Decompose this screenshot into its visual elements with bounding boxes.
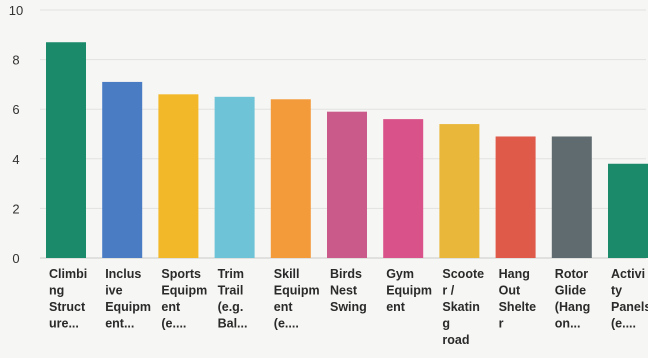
y-tick-label: 4 — [12, 152, 19, 167]
x-category-label-line: Gym — [386, 267, 414, 281]
y-tick-label: 0 — [12, 251, 19, 266]
x-category-label-line: Glide — [555, 284, 586, 298]
x-category-label-line: Sports — [161, 267, 201, 281]
x-category-label-line: (e.... — [274, 317, 299, 331]
x-category-label-line: ive — [105, 284, 122, 298]
x-category-label-line: Swing — [330, 300, 367, 314]
x-category-label-line: ent — [161, 300, 181, 314]
bar — [102, 81, 143, 258]
x-category-label-line: ent — [386, 300, 406, 314]
x-category-label-line: Out — [499, 284, 521, 298]
x-category-label-line: Bal... — [218, 317, 248, 331]
x-category-label-line: road — [442, 333, 469, 347]
x-category-label: Rotor Glide (Hang on... — [555, 267, 590, 331]
bar — [551, 136, 592, 258]
x-category-label: Gym Equipm ent — [386, 267, 432, 314]
x-category-label: Trim Trail (e.g. Bal... — [218, 267, 248, 331]
x-category-label-line: (e.... — [161, 317, 186, 331]
x-category-label-line: g — [442, 317, 450, 331]
x-category-label: Sports Equipm ent (e.... — [161, 267, 207, 331]
x-category-label-line: Hang — [499, 267, 530, 281]
x-category-label-line: ng — [49, 284, 64, 298]
x-category-label-line: Scoote — [442, 267, 484, 281]
bar — [327, 111, 367, 259]
x-category-label-line: ent... — [105, 317, 134, 331]
x-category-label-line: Rotor — [555, 267, 588, 281]
y-tick-label: 6 — [12, 102, 19, 117]
bar — [46, 42, 86, 258]
bar — [439, 124, 480, 258]
x-category-label: Activi ty Panels (e.... — [611, 267, 648, 331]
x-category-label: Birds Nest Swing — [330, 267, 367, 314]
x-category-label-line: Nest — [330, 284, 358, 298]
x-category-label: Hang Out Shelte r — [499, 267, 537, 331]
x-category-label-line: r — [499, 317, 504, 331]
x-category-label-line: Trim — [218, 267, 244, 281]
bar — [158, 94, 199, 258]
x-category-label-line: on... — [555, 317, 581, 331]
x-category-label-line: Skill — [274, 267, 300, 281]
x-category-label-line: Trail — [218, 284, 244, 298]
x-category-label-line: Shelte — [499, 300, 537, 314]
x-category-label-line: Birds — [330, 267, 362, 281]
x-category-label-line: Skatin — [442, 300, 480, 314]
y-tick-label: 10 — [9, 3, 23, 18]
bar — [383, 119, 424, 259]
y-tick-label: 2 — [12, 201, 19, 216]
x-category-label-line: Equipm — [161, 284, 207, 298]
x-category-label: Climbi ng Struct ure... — [49, 267, 87, 331]
x-category-label-line: Equipm — [274, 284, 320, 298]
x-category-label-line: (e.g. — [218, 300, 244, 314]
x-category-label-line: Panels — [611, 300, 648, 314]
x-category-label-line: Equipm — [386, 284, 432, 298]
bar — [270, 99, 311, 258]
bar — [214, 96, 255, 258]
x-category-label-line: r / — [442, 284, 454, 298]
x-category-label-line: ty — [611, 284, 622, 298]
y-tick-label: 8 — [12, 53, 19, 68]
x-category-label-line: Activi — [611, 267, 645, 281]
x-category-label-line: Equipm — [105, 300, 151, 314]
x-category-label-line: Inclus — [105, 267, 141, 281]
bar — [608, 163, 648, 258]
x-category-label: Skill Equipm ent (e.... — [274, 267, 320, 331]
x-category-label-line: (e.... — [611, 317, 636, 331]
x-category-label: Inclus ive Equipm ent... — [105, 267, 151, 331]
x-category-label-line: ure... — [49, 317, 79, 331]
x-category-label-line: (Hang — [555, 300, 590, 314]
x-category-label: Scoote r / Skatin g road — [442, 267, 484, 347]
bar — [495, 136, 536, 258]
x-category-label-line: Struct — [49, 300, 86, 314]
x-category-label-line: ent — [274, 300, 294, 314]
x-category-label-line: Climbi — [49, 267, 87, 281]
